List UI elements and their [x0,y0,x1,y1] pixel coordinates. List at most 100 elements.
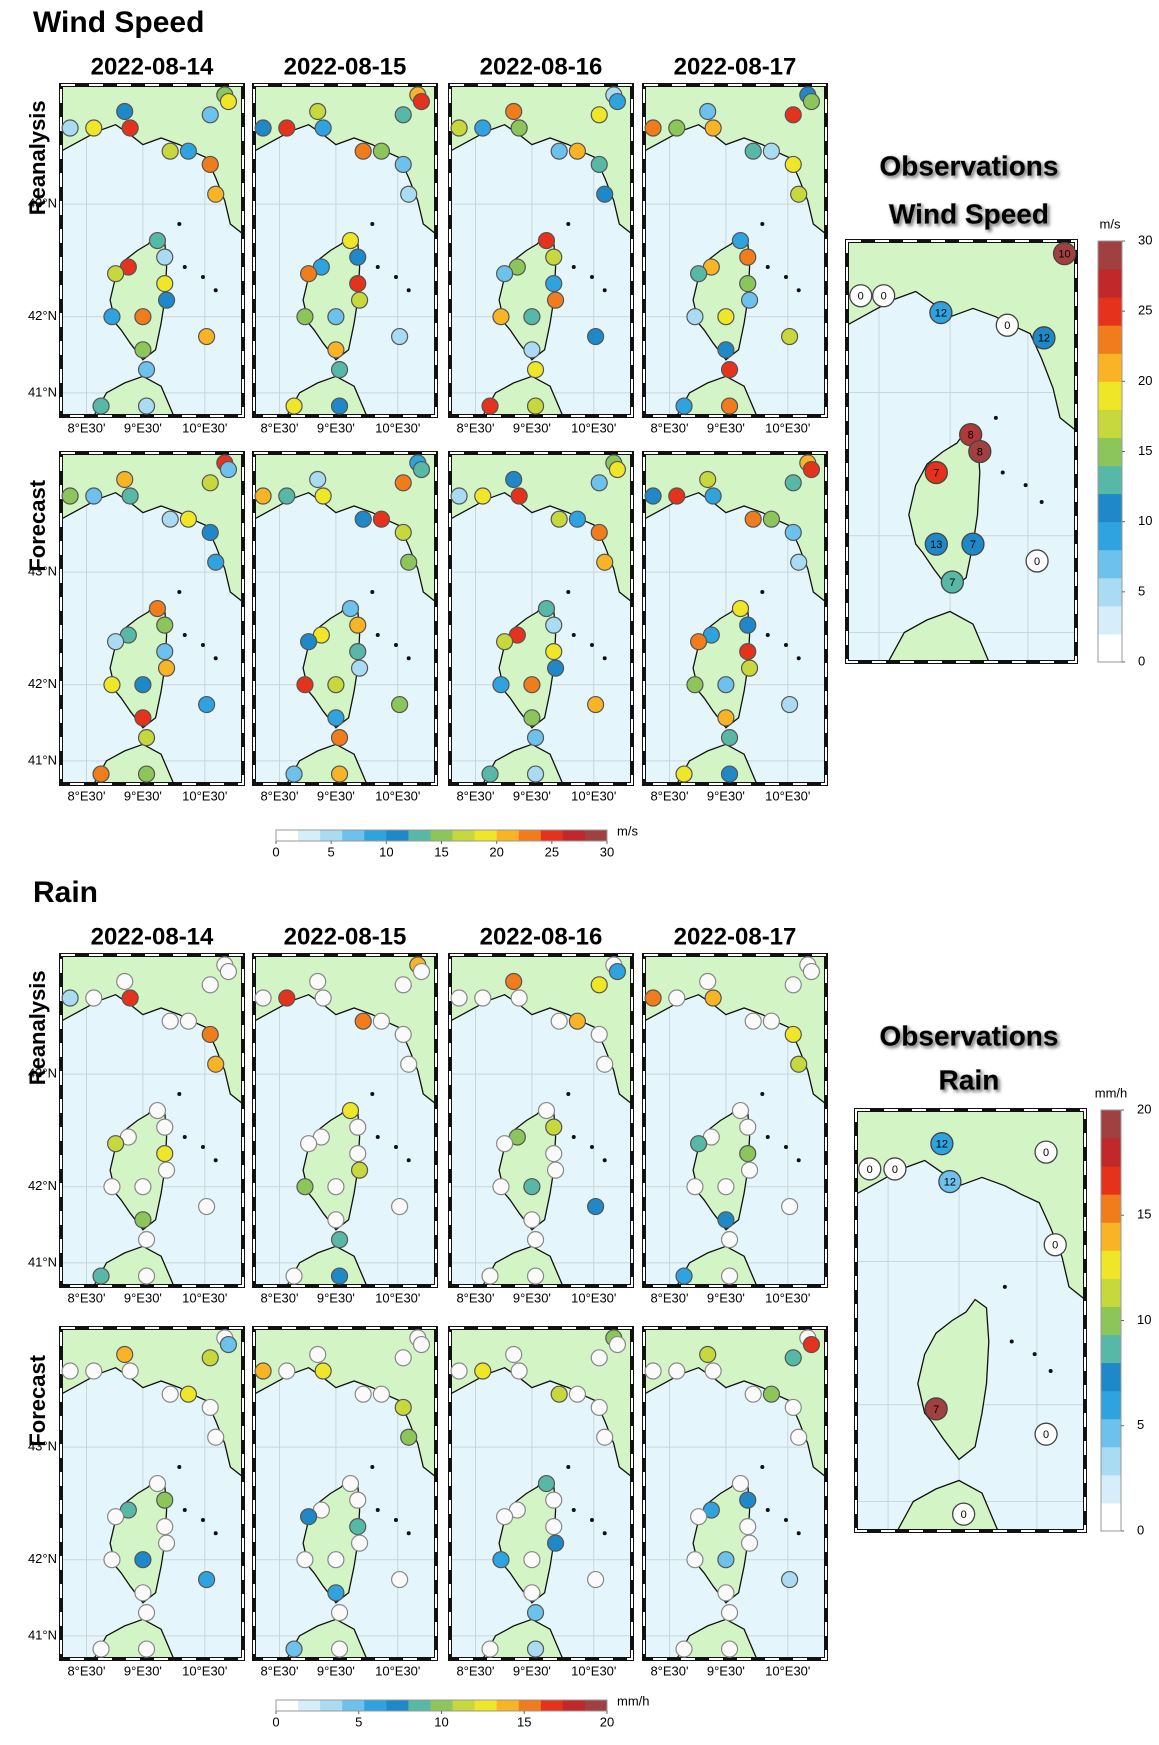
lon-label: 8°E30' [260,1663,298,1678]
station-marker [207,1055,225,1073]
obs-station [858,1157,882,1181]
lon-label: 8°E30' [456,420,494,435]
map-panel [642,83,828,418]
island [370,222,375,227]
station-marker [285,765,303,783]
station-marker [784,523,802,542]
section-title: Rain [33,876,98,909]
island [760,222,765,227]
station-marker [739,1491,757,1509]
frame-dash [449,954,633,1287]
station-marker [568,510,587,528]
lon-label: 8°E30' [650,1663,688,1678]
lat-label: 41°N [28,384,57,399]
colorbar-segment [1098,297,1122,326]
frame-dash [253,954,437,1287]
island [1039,500,1044,505]
station-marker [106,265,125,283]
station-marker [546,1161,565,1179]
station-marker [137,1604,156,1622]
station-marker [762,1012,781,1030]
colorbar-segment [1101,1502,1121,1532]
station-marker [201,1398,219,1417]
station-marker [739,1144,757,1163]
colorbar-segment [1101,1110,1121,1139]
lon-label: 9°E30' [124,788,162,803]
station-marker [689,1508,708,1526]
colorbar-segment [276,1700,299,1711]
colorbar-segment [1098,381,1122,410]
station-marker [157,1534,176,1552]
lon-label: 10°E30' [765,788,810,803]
station-marker [762,1385,781,1403]
island [200,642,205,647]
station-marker [740,659,759,677]
island [783,1517,788,1522]
station-marker [474,1362,492,1380]
colorbar-segment [1101,1306,1121,1336]
station-marker [121,989,139,1007]
station-marker [156,248,174,266]
colorbar-tick-label: 0 [272,844,279,859]
station-marker [526,729,545,747]
station-marker [474,119,492,137]
island [796,656,801,661]
station-marker [699,102,717,121]
island [566,1092,571,1097]
station-marker [156,1144,174,1163]
station-marker [450,1362,468,1380]
station-marker [568,142,587,160]
station-marker [608,962,627,981]
station-marker [330,1640,349,1658]
station-marker [156,1517,174,1536]
station-marker [523,1551,541,1569]
obs-station-label: 0 [1004,320,1010,332]
station-marker [349,1144,367,1163]
station-marker [309,102,327,121]
map-panel [59,1326,245,1661]
colorbar-segment [298,830,321,841]
station-marker [717,1211,735,1229]
island [571,265,576,270]
station-marker [686,308,704,326]
obs-station-label: 13 [930,539,942,551]
frame-dash [60,84,244,417]
station-marker [296,1178,314,1196]
station-marker [219,460,238,479]
station-marker [586,1570,605,1589]
station-marker [157,659,176,677]
colorbar-segment [496,1700,520,1711]
station-marker [201,474,219,492]
lat-label: 42°N [28,1551,57,1566]
island [589,274,594,279]
frame-dash [253,84,437,417]
station-marker [148,1101,167,1120]
station-marker [201,155,219,174]
station-marker [278,119,296,137]
station-marker [744,1012,762,1030]
island [796,288,801,293]
island [375,1135,380,1140]
station-marker [134,709,152,727]
island [760,1465,765,1470]
obs-station [1043,1233,1067,1257]
station-marker [590,474,608,492]
lon-label: 9°E30' [124,1290,162,1305]
station-marker [699,470,717,489]
obs-station-label: 10 [1058,249,1070,261]
colorbar-segment [430,1700,454,1711]
station-marker [784,976,802,994]
station-marker [608,460,627,479]
island [406,288,411,293]
island [602,288,607,293]
lon-label: 9°E30' [707,1290,745,1305]
station-marker [731,1474,750,1493]
station-marker [198,695,216,714]
lon-label: 10°E30' [571,420,616,435]
station-marker [717,1584,735,1602]
station-marker [802,92,821,111]
island [765,1508,770,1513]
colorbar-tick-label: 0 [272,1714,279,1729]
station-marker [391,327,409,346]
